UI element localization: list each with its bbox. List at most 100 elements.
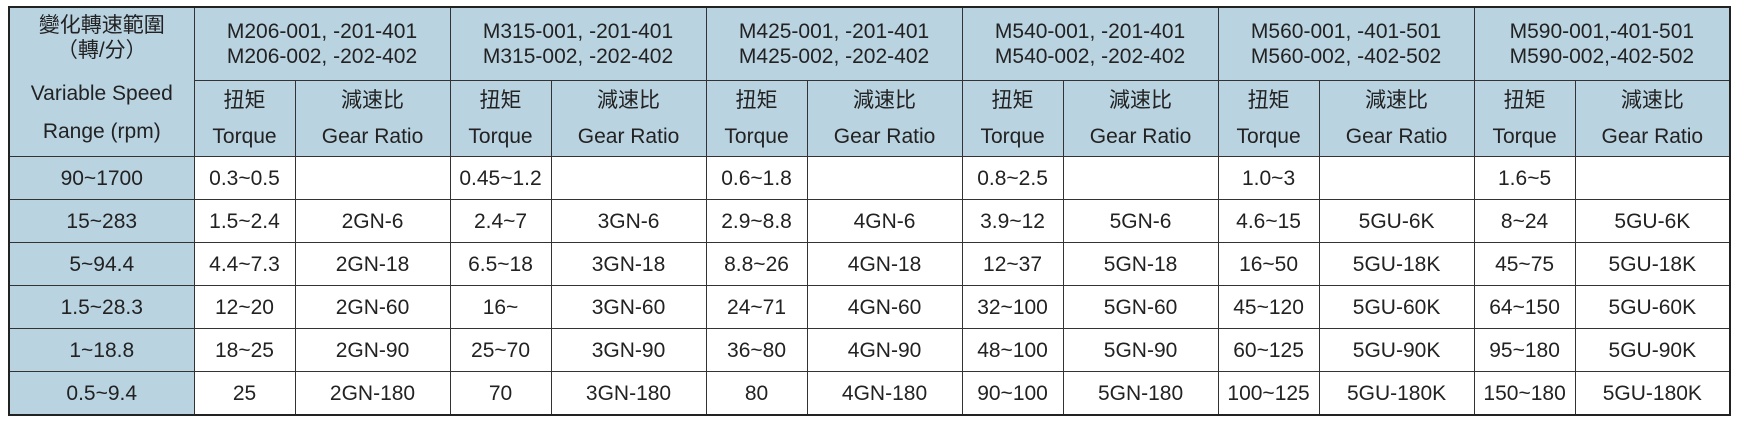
torque-header-en: Torque	[212, 124, 277, 148]
gear-ratio-cell: 3GN-60	[550, 285, 707, 329]
model-numbers: M206-002, -202-402	[226, 45, 418, 68]
table-row: 90~1700 0.3~0.5 0.45~1.2 0.6~1.8 0.8~2.5 1.0~…	[8, 156, 1731, 200]
gear-ratio-cell: 5GU-60K	[1574, 285, 1731, 329]
range-label-en: Variable Speed	[30, 82, 173, 105]
torque-cell: 0.8~2.5	[961, 156, 1064, 200]
range-unit-zh: （轉/分）	[56, 39, 147, 62]
speed-range-cell: 0.5~9.4	[8, 371, 195, 416]
torque-header: 扭矩 Torque	[193, 80, 296, 157]
torque-cell: 90~100	[961, 371, 1064, 416]
gear-ratio-header-en: Gear Ratio	[321, 124, 424, 148]
gear-ratio-header-en: Gear Ratio	[833, 124, 936, 148]
torque-cell: 6.5~18	[449, 242, 552, 286]
torque-cell: 95~180	[1473, 328, 1576, 372]
gear-ratio-cell: 5GN-90	[1062, 328, 1219, 372]
gear-ratio-cell: 4GN-18	[806, 242, 963, 286]
gear-ratio-cell: 5GU-90K	[1574, 328, 1731, 372]
torque-cell: 100~125	[1217, 371, 1320, 416]
gear-ratio-cell: 2GN-180	[294, 371, 451, 416]
model-numbers: M315-002, -202-402	[482, 45, 674, 68]
model-group-header: M560-001, -401-501 M560-002, -402-502	[1217, 6, 1475, 81]
torque-header-en: Torque	[1492, 124, 1557, 148]
torque-cell: 1.0~3	[1217, 156, 1320, 200]
torque-header-en: Torque	[468, 124, 533, 148]
model-numbers: M590-002,-402-502	[1509, 45, 1695, 68]
torque-header: 扭矩 Torque	[1473, 80, 1576, 157]
torque-header: 扭矩 Torque	[705, 80, 808, 157]
torque-cell: 24~71	[705, 285, 808, 329]
gear-ratio-cell: 2GN-18	[294, 242, 451, 286]
torque-cell: 8~24	[1473, 199, 1576, 243]
gear-ratio-cell: 2GN-90	[294, 328, 451, 372]
torque-cell: 45~120	[1217, 285, 1320, 329]
range-label-zh: 變化轉速範圍	[38, 14, 165, 37]
model-numbers: M315-001, -201-401	[482, 20, 674, 43]
header-row-models: 變化轉速範圍 （轉/分） Variable Speed Range (rpm) …	[8, 6, 1731, 157]
gear-ratio-header: 減速比 Gear Ratio	[806, 80, 963, 157]
torque-header-en: Torque	[724, 124, 789, 148]
torque-header: 扭矩 Torque	[1217, 80, 1320, 157]
torque-cell: 8.8~26	[705, 242, 808, 286]
gear-ratio-cell: 5GN-180	[1062, 371, 1219, 416]
torque-cell: 45~75	[1473, 242, 1576, 286]
speed-range-header: 變化轉速範圍 （轉/分） Variable Speed Range (rpm)	[8, 6, 195, 157]
torque-cell: 48~100	[961, 328, 1064, 372]
gear-ratio-cell: 5GU-60K	[1318, 285, 1475, 329]
gear-ratio-cell	[1062, 156, 1219, 200]
model-group-header: M206-001, -201-401 M206-002, -202-402	[193, 6, 451, 81]
speed-range-cell: 5~94.4	[8, 242, 195, 286]
speed-range-cell: 15~283	[8, 199, 195, 243]
gear-ratio-cell: 5GU-18K	[1574, 242, 1731, 286]
model-numbers: M590-001,-401-501	[1509, 20, 1695, 43]
gear-ratio-header: 減速比 Gear Ratio	[1574, 80, 1731, 157]
gear-ratio-cell: 5GU-180K	[1318, 371, 1475, 416]
torque-cell: 70	[449, 371, 552, 416]
torque-cell: 1.6~5	[1473, 156, 1576, 200]
gear-ratio-cell: 5GN-18	[1062, 242, 1219, 286]
gear-ratio-header: 減速比 Gear Ratio	[1318, 80, 1475, 157]
torque-header: 扭矩 Torque	[961, 80, 1064, 157]
torque-cell: 18~25	[193, 328, 296, 372]
torque-cell: 25	[193, 371, 296, 416]
gear-ratio-header-zh: 減速比	[341, 88, 404, 112]
torque-cell: 0.45~1.2	[449, 156, 552, 200]
table-row: 5~94.4 4.4~7.3 2GN-18 6.5~18 3GN-18 8.8~26 4GN…	[8, 242, 1731, 286]
gear-ratio-cell: 3GN-18	[550, 242, 707, 286]
gear-ratio-cell: 4GN-180	[806, 371, 963, 416]
gear-ratio-cell: 3GN-90	[550, 328, 707, 372]
gear-ratio-cell: 4GN-60	[806, 285, 963, 329]
torque-header-zh: 扭矩	[223, 88, 266, 112]
gear-ratio-header-zh: 減速比	[1620, 88, 1684, 112]
speed-range-cell: 90~1700	[8, 156, 195, 200]
gear-ratio-cell	[294, 156, 451, 200]
model-numbers: M540-001, -201-401	[994, 20, 1186, 43]
model-group-header: M315-001, -201-401 M315-002, -202-402	[449, 6, 707, 81]
model-group-header: M425-001, -201-401 M425-002, -202-402	[705, 6, 963, 81]
gear-ratio-header-en: Gear Ratio	[577, 124, 680, 148]
torque-cell: 64~150	[1473, 285, 1576, 329]
gear-ratio-header-zh: 減速比	[597, 88, 661, 112]
torque-header-zh: 扭矩	[479, 88, 522, 112]
table-row: 15~283 1.5~2.4 2GN-6 2.4~7 3GN-6 2.9~8.8 4GN-6…	[8, 199, 1731, 243]
gear-spec-table: 變化轉速範圍 （轉/分） Variable Speed Range (rpm) …	[8, 6, 1732, 416]
gear-ratio-cell: 5GU-18K	[1318, 242, 1475, 286]
torque-header-zh: 扭矩	[991, 88, 1034, 112]
torque-cell: 12~37	[961, 242, 1064, 286]
torque-header-zh: 扭矩	[735, 88, 778, 112]
gear-ratio-header: 減速比 Gear Ratio	[550, 80, 707, 157]
table-row: 1~18.8 18~25 2GN-90 25~70 3GN-90 36~80 4GN-90 4…	[8, 328, 1731, 372]
model-numbers: M425-001, -201-401	[738, 20, 930, 43]
speed-range-cell: 1.5~28.3	[8, 285, 195, 329]
gear-ratio-cell	[806, 156, 963, 200]
gear-ratio-cell: 3GN-180	[550, 371, 707, 416]
gear-ratio-header-en: Gear Ratio	[1089, 124, 1192, 148]
gear-ratio-header-zh: 減速比	[853, 88, 917, 112]
gear-ratio-cell: 2GN-60	[294, 285, 451, 329]
torque-cell: 2.4~7	[449, 199, 552, 243]
model-numbers: M560-001, -401-501	[1250, 20, 1442, 43]
torque-cell: 0.3~0.5	[193, 156, 296, 200]
header-row-columns: 扭矩 Torque 減速比 Gear Ratio 扭矩 Torque 減速比 Gear Rat…	[9, 80, 1731, 157]
gear-ratio-cell	[550, 156, 707, 200]
gear-ratio-cell: 4GN-6	[806, 199, 963, 243]
model-group-header: M540-001, -201-401 M540-002, -202-402	[961, 6, 1219, 81]
